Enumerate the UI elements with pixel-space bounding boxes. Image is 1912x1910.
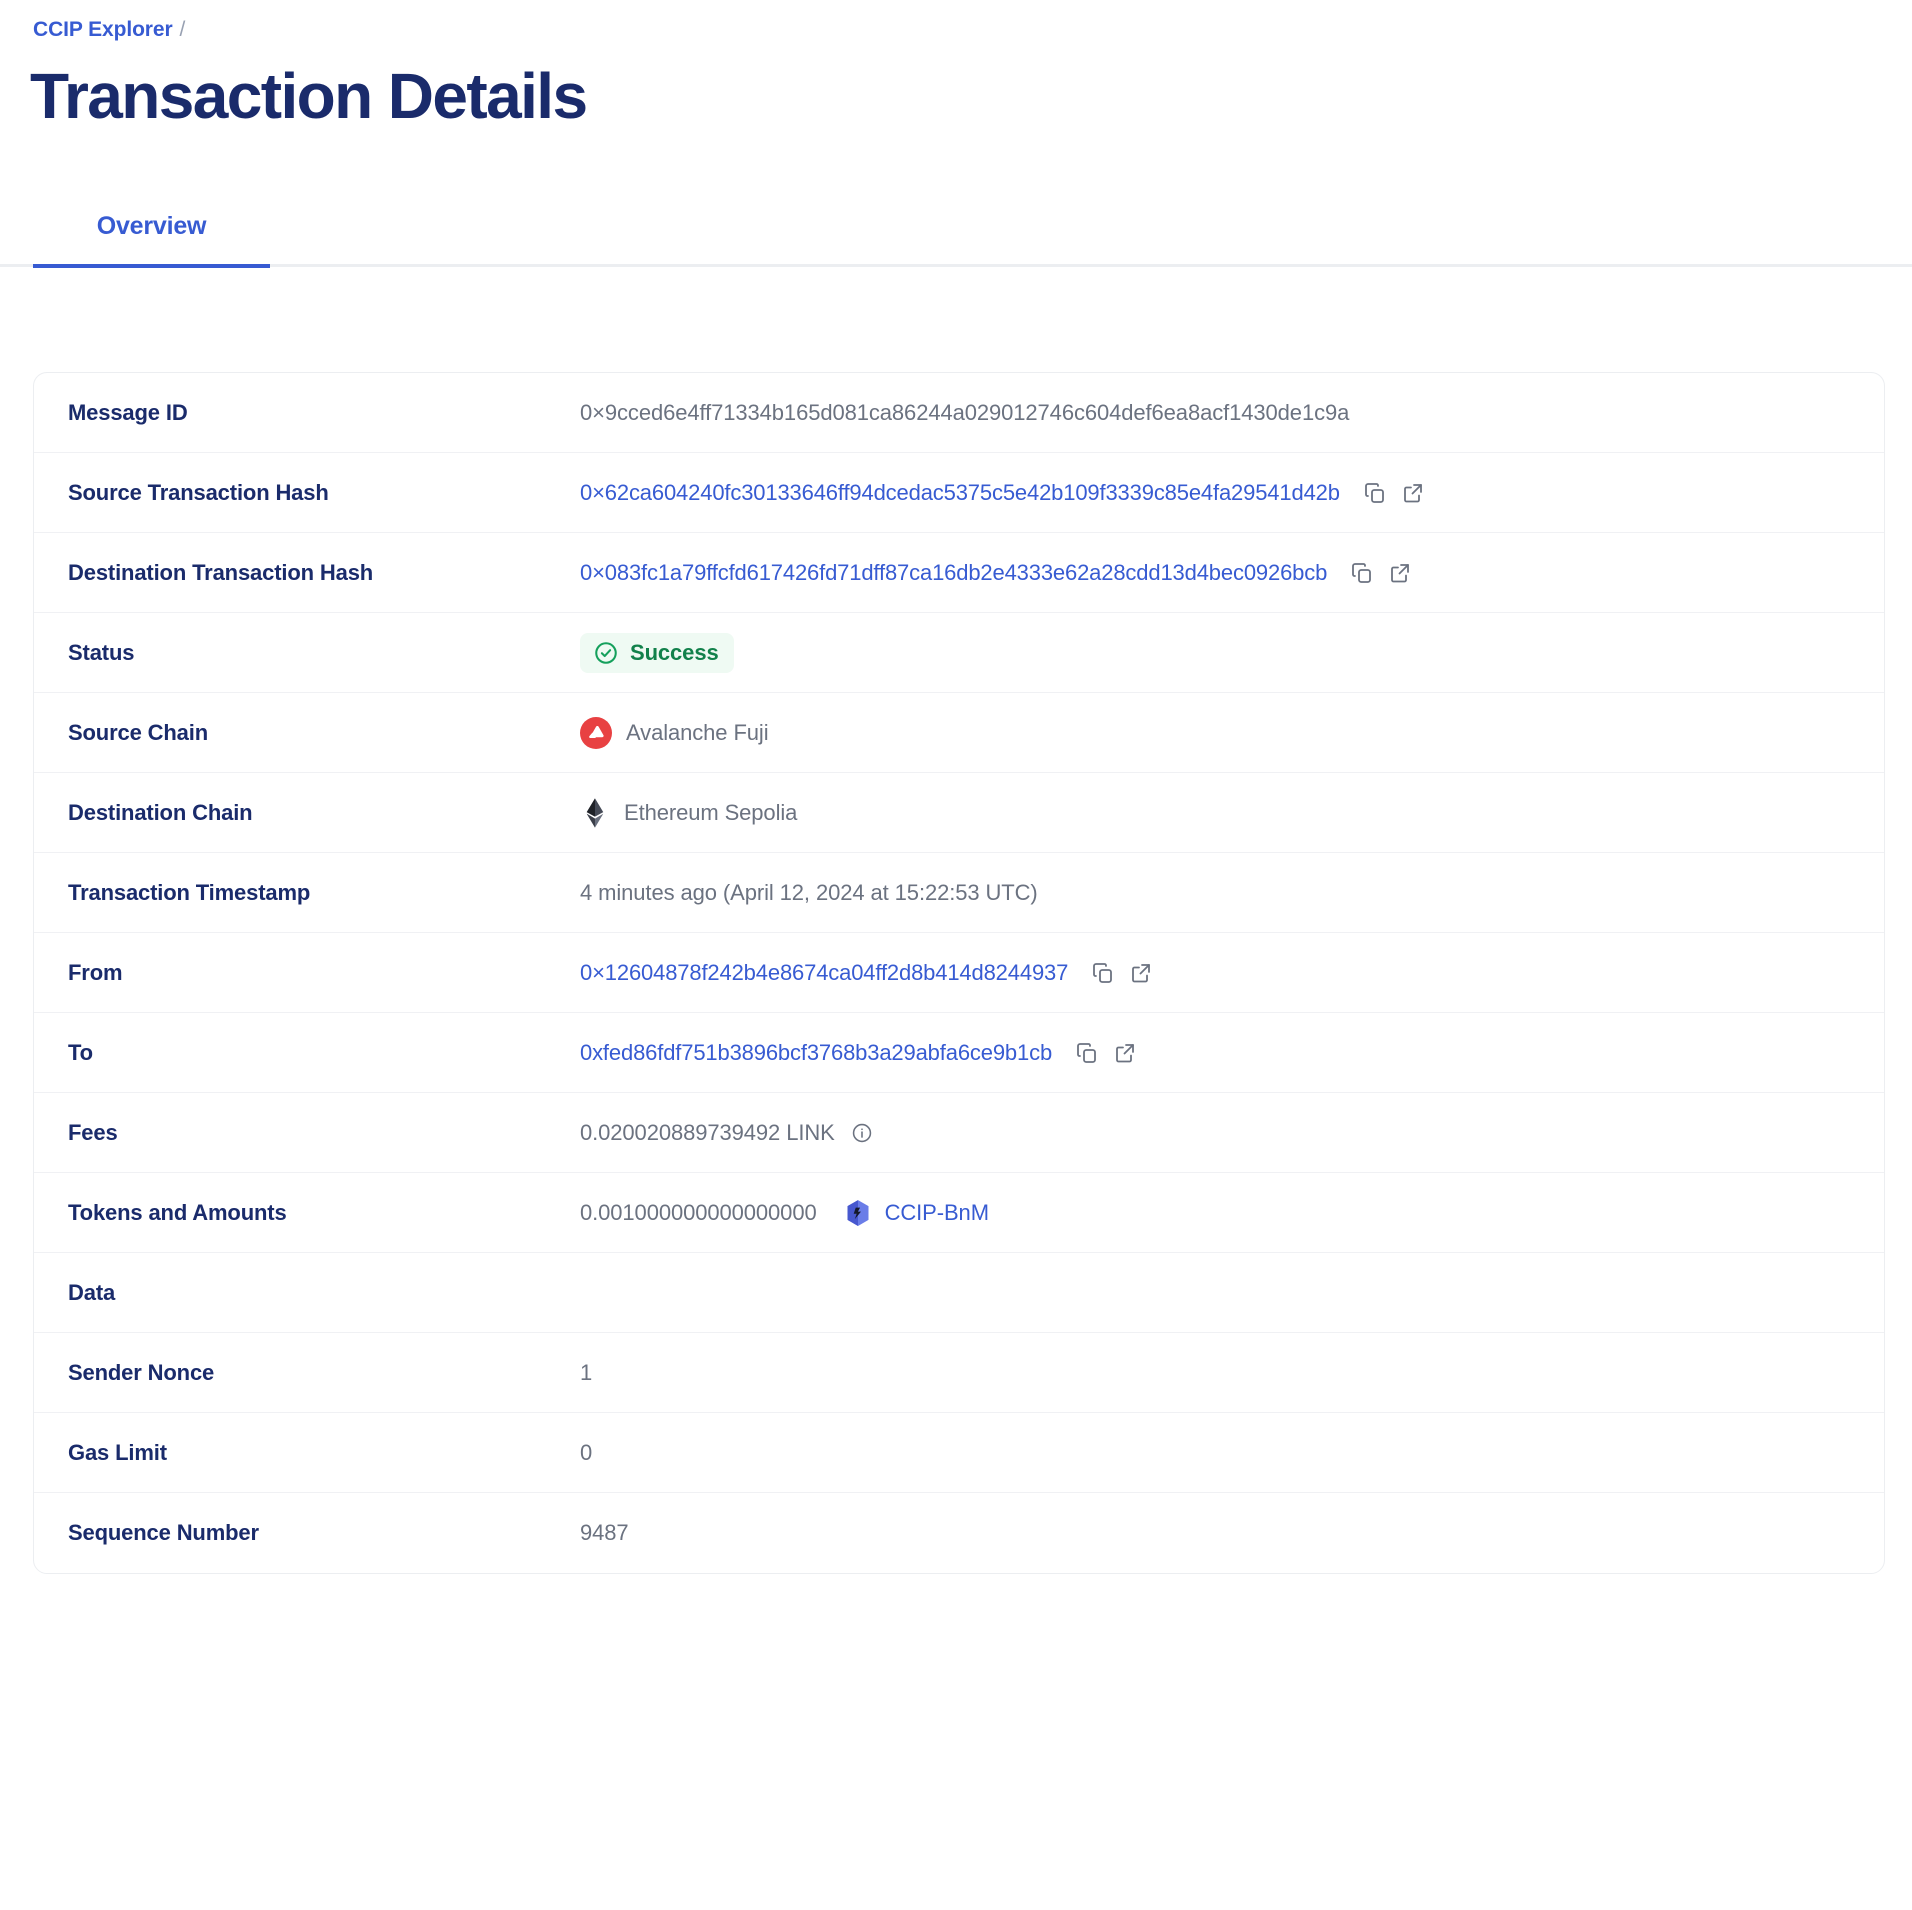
row-destination-chain: Destination Chain Ethereum Sepolia — [34, 773, 1884, 853]
copy-icon[interactable] — [1349, 560, 1375, 586]
row-from: From 0×12604878f242b4e8674ca04ff2d8b414d… — [34, 933, 1884, 1013]
label-sender-nonce: Sender Nonce — [68, 1359, 215, 1385]
value-gas-limit-cell: 0 — [580, 1440, 1884, 1466]
copy-icon[interactable] — [1074, 1040, 1100, 1066]
row-data: Data — [34, 1253, 1884, 1333]
value-tokens-and-amounts-cell: 0.001000000000000000 CCIP-BnM — [580, 1198, 1884, 1228]
value-gas-limit: 0 — [580, 1439, 593, 1465]
label-source-chain: Source Chain — [68, 719, 209, 745]
page-title: Transaction Details — [30, 60, 588, 132]
label-message-id: Message ID — [68, 399, 188, 425]
link-destination-transaction-hash[interactable]: 0×083fc1a79ffcfd617426fd71dff87ca16db2e4… — [580, 559, 1328, 585]
value-transaction-timestamp: 4 minutes ago (April 12, 2024 at 15:22:5… — [580, 879, 1038, 905]
source-chain-cell: Avalanche Fuji — [580, 716, 769, 749]
link-source-transaction-hash[interactable]: 0×62ca604240fc30133646ff94dcedac5375c5e4… — [580, 479, 1340, 505]
row-tokens-and-amounts: Tokens and Amounts 0.001000000000000000 … — [34, 1173, 1884, 1253]
token-name-ccip-bnm[interactable]: CCIP-BnM — [884, 1199, 989, 1225]
value-message-id-cell: 0×9cced6e4ff71334b165d081ca86244a0290127… — [580, 400, 1884, 426]
external-link-icon[interactable] — [1112, 1040, 1138, 1066]
transaction-details-card: Message ID 0×9cced6e4ff71334b165d081ca86… — [33, 372, 1885, 1574]
value-sender-nonce-cell: 1 — [580, 1360, 1884, 1386]
value-destination-chain-cell: Ethereum Sepolia — [580, 797, 1884, 829]
value-destination-transaction-hash-cell: 0×083fc1a79ffcfd617426fd71dff87ca16db2e4… — [580, 560, 1884, 586]
breadcrumb: CCIP Explorer / — [33, 18, 185, 42]
value-source-transaction-hash-cell: 0×62ca604240fc30133646ff94dcedac5375c5e4… — [580, 480, 1884, 506]
label-tokens-and-amounts: Tokens and Amounts — [68, 1199, 287, 1225]
label-destination-transaction-hash: Destination Transaction Hash — [68, 559, 374, 585]
value-sequence-number-cell: 9487 — [580, 1520, 1884, 1546]
row-sender-nonce: Sender Nonce 1 — [34, 1333, 1884, 1413]
row-message-id: Message ID 0×9cced6e4ff71334b165d081ca86… — [34, 373, 1884, 453]
value-transaction-timestamp-cell: 4 minutes ago (April 12, 2024 at 15:22:5… — [580, 880, 1884, 906]
value-fees-cell: 0.020020889739492 LINK — [580, 1120, 1884, 1146]
value-sender-nonce: 1 — [580, 1359, 593, 1385]
tab-overview[interactable]: Overview — [96, 211, 207, 240]
ccip-bnm-token-icon — [843, 1198, 873, 1228]
copy-icon[interactable] — [1362, 480, 1388, 506]
label-sequence-number: Sequence Number — [68, 1520, 259, 1545]
label-data: Data — [68, 1279, 116, 1305]
row-destination-transaction-hash: Destination Transaction Hash 0×083fc1a79… — [34, 533, 1884, 613]
value-token-amount: 0.001000000000000000 — [580, 1199, 817, 1225]
link-from-address[interactable]: 0×12604878f242b4e8674ca04ff2d8b414d82449… — [580, 959, 1069, 985]
breadcrumb-link-ccip-explorer[interactable]: CCIP Explorer — [33, 18, 173, 41]
value-fees: 0.020020889739492 LINK — [580, 1119, 835, 1145]
label-transaction-timestamp: Transaction Timestamp — [68, 879, 311, 905]
external-link-icon[interactable] — [1387, 560, 1413, 586]
row-gas-limit: Gas Limit 0 — [34, 1413, 1884, 1493]
destination-chain-cell: Ethereum Sepolia — [580, 797, 797, 829]
value-to-cell: 0xfed86fdf751b3896bcf3768b3a29abfa6ce9b1… — [580, 1040, 1884, 1066]
row-fees: Fees 0.020020889739492 LINK — [34, 1093, 1884, 1173]
check-circle-icon — [593, 640, 619, 666]
info-icon[interactable] — [851, 1122, 873, 1144]
external-link-icon[interactable] — [1400, 480, 1426, 506]
label-to: To — [68, 1039, 93, 1065]
label-from: From — [68, 959, 123, 985]
copy-icon[interactable] — [1090, 960, 1116, 986]
token-cell: CCIP-BnM — [843, 1198, 989, 1228]
source-chain-label: Avalanche Fuji — [626, 719, 769, 745]
link-to-address[interactable]: 0xfed86fdf751b3896bcf3768b3a29abfa6ce9b1… — [580, 1039, 1053, 1065]
value-sequence-number: 9487 — [580, 1520, 629, 1545]
value-source-chain-cell: Avalanche Fuji — [580, 716, 1884, 749]
status-badge: Success — [580, 632, 734, 673]
value-status-cell: Success — [580, 632, 1884, 673]
row-source-transaction-hash: Source Transaction Hash 0×62ca604240fc30… — [34, 453, 1884, 533]
row-source-chain: Source Chain Avalanche Fuji — [34, 693, 1884, 773]
label-destination-chain: Destination Chain — [68, 799, 253, 825]
tab-active-indicator — [33, 264, 270, 268]
value-message-id: 0×9cced6e4ff71334b165d081ca86244a0290127… — [580, 399, 1350, 425]
row-sequence-number: Sequence Number 9487 — [34, 1493, 1884, 1573]
label-status: Status — [68, 639, 135, 665]
value-from-cell: 0×12604878f242b4e8674ca04ff2d8b414d82449… — [580, 960, 1884, 986]
label-source-transaction-hash: Source Transaction Hash — [68, 479, 329, 505]
label-gas-limit: Gas Limit — [68, 1439, 167, 1465]
row-transaction-timestamp: Transaction Timestamp 4 minutes ago (Apr… — [34, 853, 1884, 933]
destination-chain-label: Ethereum Sepolia — [624, 799, 798, 825]
label-fees: Fees — [68, 1119, 118, 1145]
external-link-icon[interactable] — [1128, 960, 1154, 986]
ethereum-icon — [580, 797, 610, 829]
row-status: Status Success — [34, 613, 1884, 693]
status-label: Success — [630, 639, 719, 665]
breadcrumb-separator: / — [179, 18, 186, 41]
row-to: To 0xfed86fdf751b3896bcf3768b3a29abfa6ce… — [34, 1013, 1884, 1093]
avalanche-icon — [580, 716, 612, 749]
tab-bar: Overview — [0, 185, 1912, 268]
